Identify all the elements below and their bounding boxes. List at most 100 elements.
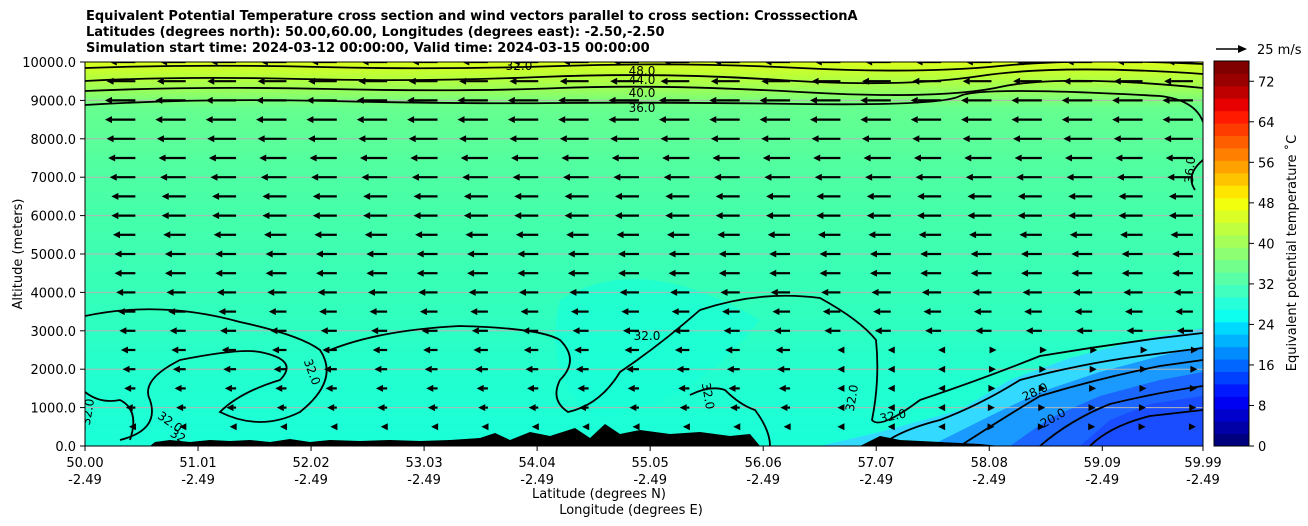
wind-vector: [1113, 135, 1143, 143]
wind-vector: [1164, 77, 1193, 85]
wind-vector: [112, 231, 136, 239]
wind-vector: [725, 346, 740, 354]
contour-36-right: [1190, 159, 1203, 191]
wind-vector: [764, 173, 791, 181]
wind-vector: [726, 365, 740, 373]
wind-vector: [1066, 173, 1093, 181]
wind-vector: [511, 154, 539, 162]
wind-vector: [618, 269, 639, 277]
wind-vector: [161, 212, 186, 220]
contour-16: [1089, 409, 1203, 446]
colorbar-segment: [1214, 185, 1249, 199]
wind-vector: [622, 327, 639, 335]
wind-vector: [262, 212, 287, 220]
wind-vector: [463, 192, 488, 200]
wind-vector: [163, 231, 186, 239]
wind-vector: [813, 154, 841, 162]
wind-vector: [457, 96, 488, 104]
wind-vector: [1112, 96, 1143, 104]
wind-vector: [256, 96, 287, 104]
wind-vector: [1170, 231, 1193, 239]
wind-vector: [869, 250, 891, 258]
wind-vector: [509, 77, 539, 85]
wind-vector: [111, 192, 136, 200]
x-tick-lon-label: -2.49: [972, 473, 1006, 488]
wind-vector: [915, 173, 942, 181]
wind-vector: [1165, 154, 1193, 162]
contour-label: 32.0: [506, 59, 533, 73]
wind-vector: [1014, 154, 1042, 162]
wind-vector: [569, 288, 589, 296]
colorbar-segment: [1214, 197, 1249, 211]
wind-vector: [411, 173, 438, 181]
wind-vector: [471, 327, 488, 335]
x-tick-lon-label: -2.49: [181, 473, 215, 488]
wind-vector: [371, 327, 388, 335]
wind-vector: [1068, 192, 1093, 200]
wind-vector: [528, 404, 539, 412]
wind-vector: [171, 346, 186, 354]
contour-label: 32.0: [699, 382, 717, 411]
wind-vector: [629, 404, 639, 412]
wind-vector: [356, 116, 388, 124]
wind-vector: [987, 404, 995, 412]
wind-vector: [160, 173, 186, 181]
wind-vector: [407, 96, 438, 104]
wind-vector: [816, 212, 841, 220]
wind-vector: [766, 212, 791, 220]
wind-vector: [1189, 384, 1197, 392]
wind-vector: [426, 384, 438, 392]
wind-vector: [465, 231, 488, 239]
x-tick-lon-label: -2.49: [407, 473, 441, 488]
wind-vector: [571, 308, 589, 316]
contour-label: 44.0: [629, 73, 656, 87]
wind-vector: [330, 423, 338, 431]
wind-vector: [410, 154, 438, 162]
wind-vector: [938, 365, 946, 373]
contour-44: [85, 68, 1203, 85]
wind-vector: [1065, 154, 1093, 162]
wind-vector: [1021, 250, 1042, 258]
wind-vector: [676, 365, 690, 373]
wind-vector: [215, 269, 237, 277]
wind-vector: [964, 154, 992, 162]
wind-vector: [431, 423, 439, 431]
terrain: [150, 424, 1000, 446]
wind-vector: [316, 250, 337, 258]
wind-vector: [614, 212, 639, 220]
wind-vector: [918, 231, 942, 239]
wind-vector: [523, 346, 539, 354]
wind-vector: [1039, 365, 1047, 373]
colorbar-segment: [1214, 160, 1249, 174]
wind-vector: [114, 269, 136, 277]
wind-vector: [561, 154, 589, 162]
wind-vector: [257, 135, 287, 143]
wind-vector: [780, 404, 791, 412]
contour-40: [85, 79, 1203, 96]
colorbar-tick-label: 48: [1258, 197, 1275, 212]
wind-vector: [1126, 327, 1143, 335]
wind-vector: [778, 384, 791, 392]
wind-vector: [176, 404, 186, 412]
x-tick-lon-label: -2.49: [859, 473, 893, 488]
wind-vector: [814, 173, 841, 181]
wind-vector: [558, 96, 589, 104]
colorbar-segment: [1214, 321, 1249, 335]
wind-vector: [1168, 212, 1193, 220]
wind-vector: [887, 423, 895, 431]
colorbar-segment: [1214, 85, 1249, 99]
wind-vector: [863, 154, 891, 162]
wind-vector: [367, 288, 388, 296]
wind-vector: [673, 327, 690, 335]
wind-vector: [514, 192, 539, 200]
wind-vector: [507, 96, 539, 104]
wind-vector: [718, 269, 740, 277]
wind-vector: [220, 327, 237, 335]
wind-vector: [476, 384, 488, 392]
wind-vector: [423, 346, 438, 354]
wind-vector: [462, 62, 488, 66]
contour-label: 32.0: [878, 406, 907, 425]
wind-vector: [416, 250, 438, 258]
wind-vector: [723, 327, 740, 335]
wind-vector: [774, 327, 791, 335]
